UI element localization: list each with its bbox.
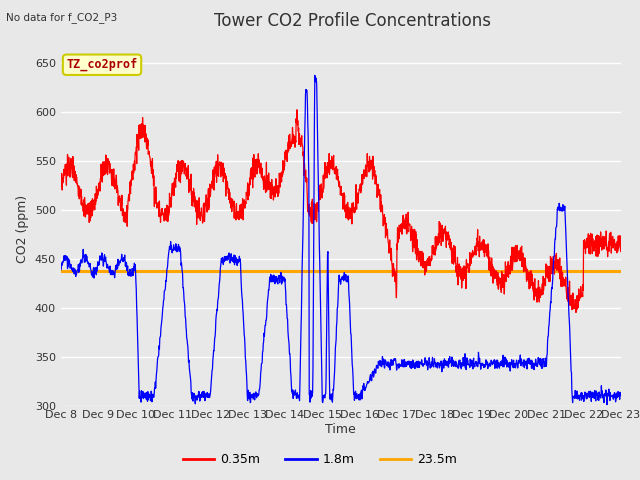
Text: Tower CO2 Profile Concentrations: Tower CO2 Profile Concentrations <box>214 12 490 30</box>
Legend: 0.35m, 1.8m, 23.5m: 0.35m, 1.8m, 23.5m <box>178 448 462 471</box>
Text: No data for f_CO2_P3: No data for f_CO2_P3 <box>6 12 118 23</box>
X-axis label: Time: Time <box>325 423 356 436</box>
Y-axis label: CO2 (ppm): CO2 (ppm) <box>16 195 29 263</box>
Text: TZ_co2prof: TZ_co2prof <box>67 58 138 72</box>
